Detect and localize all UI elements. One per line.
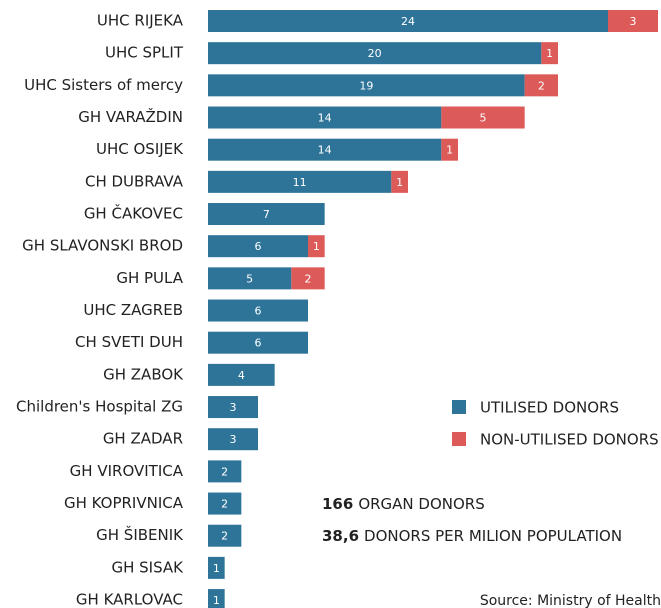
bar-segment <box>441 138 458 161</box>
value-label: 6 <box>255 337 262 350</box>
bar-segment <box>208 74 525 97</box>
value-label: 2 <box>305 272 312 285</box>
category-label: GH SISAK <box>111 558 184 576</box>
bar-segment <box>208 363 275 386</box>
annotation-text: ORGAN DONORS <box>358 495 484 513</box>
value-label: 3 <box>230 433 237 446</box>
value-label: 4 <box>238 369 245 382</box>
category-label: GH SLAVONSKI BROD <box>22 237 183 255</box>
value-label: 5 <box>480 112 487 125</box>
annotation-text: DONORS PER MILION POPULATION <box>364 527 622 545</box>
bar-segment <box>208 331 308 354</box>
value-label: 1 <box>446 144 453 157</box>
category-label: GH PULA <box>116 269 183 287</box>
bar-segment <box>208 235 308 258</box>
bar-segment <box>208 556 225 579</box>
annotation: 166 ORGAN DONORS <box>322 495 485 513</box>
value-label: 2 <box>221 530 228 543</box>
bar-segment <box>291 267 325 290</box>
value-label: 5 <box>246 272 253 285</box>
value-label: 1 <box>313 240 320 253</box>
category-label: UHC OSIJEK <box>96 140 184 158</box>
value-label: 7 <box>263 208 270 221</box>
bar-segment <box>208 299 308 322</box>
bar-segment <box>524 74 558 97</box>
value-label: 6 <box>255 240 262 253</box>
bar-segment <box>208 428 258 451</box>
category-label: GH KOPRIVNICA <box>64 494 184 512</box>
bar-segment <box>208 106 442 129</box>
value-label: 3 <box>630 15 637 28</box>
bar-segment <box>208 589 225 608</box>
legend-label: NON-UTILISED DONORS <box>480 431 659 449</box>
value-label: 11 <box>293 176 307 189</box>
value-label: 2 <box>221 498 228 511</box>
category-label: GH ŠIBENIK <box>96 525 184 544</box>
bar-segment <box>541 42 558 65</box>
bar-segment <box>608 10 658 32</box>
annotation: 38,6 DONORS PER MILION POPULATION <box>322 527 622 545</box>
annotation-number: 166 <box>322 495 353 513</box>
bar-segment <box>208 396 258 419</box>
value-label: 1 <box>396 176 403 189</box>
category-label: GH ZADAR <box>103 430 183 448</box>
legend-swatch <box>452 432 466 446</box>
category-label: Children's Hospital ZG <box>16 398 183 416</box>
value-label: 1 <box>213 594 220 607</box>
category-label: UHC Sisters of mercy <box>24 76 183 94</box>
bar-segment <box>208 42 542 65</box>
bar-segment <box>441 106 525 129</box>
value-label: 2 <box>221 465 228 478</box>
category-label: GH ČAKOVEC <box>84 204 183 223</box>
bar-segment <box>391 170 408 193</box>
legend-swatch <box>452 400 466 414</box>
category-label: UHC ZAGREB <box>83 301 183 319</box>
bar-segment <box>208 492 242 515</box>
category-label: GH VIROVITICA <box>70 462 184 480</box>
bar-segment <box>208 203 325 226</box>
value-label: 14 <box>318 112 332 125</box>
bar-segment <box>208 524 242 547</box>
value-label: 3 <box>230 401 237 414</box>
bar-segment <box>208 460 242 483</box>
category-label: GH KARLOVAC <box>76 591 183 608</box>
value-label: 2 <box>538 79 545 92</box>
value-label: 1 <box>546 47 553 60</box>
value-label: 14 <box>318 144 332 157</box>
bar-segment <box>208 170 392 193</box>
value-label: 20 <box>368 47 382 60</box>
category-label: CH DUBRAVA <box>85 172 184 190</box>
category-label: UHC RIJEKA <box>97 12 184 30</box>
value-label: 6 <box>255 305 262 318</box>
bar-segment <box>208 267 292 290</box>
annotation-number: 38,6 <box>322 527 359 545</box>
source: Source: Ministry of Health <box>480 593 661 608</box>
bar-segment <box>208 10 608 32</box>
category-label: GH VARAŽDIN <box>78 107 183 126</box>
category-label: GH ZABOK <box>103 365 184 383</box>
value-label: 19 <box>359 79 373 92</box>
value-label: 1 <box>213 562 220 575</box>
bar-segment <box>308 235 325 258</box>
value-label: 24 <box>401 15 415 28</box>
category-label: CH SVETI DUH <box>75 333 183 351</box>
category-label: UHC SPLIT <box>105 44 184 62</box>
legend-label: UTILISED DONORS <box>480 399 619 417</box>
bar-segment <box>208 138 442 161</box>
